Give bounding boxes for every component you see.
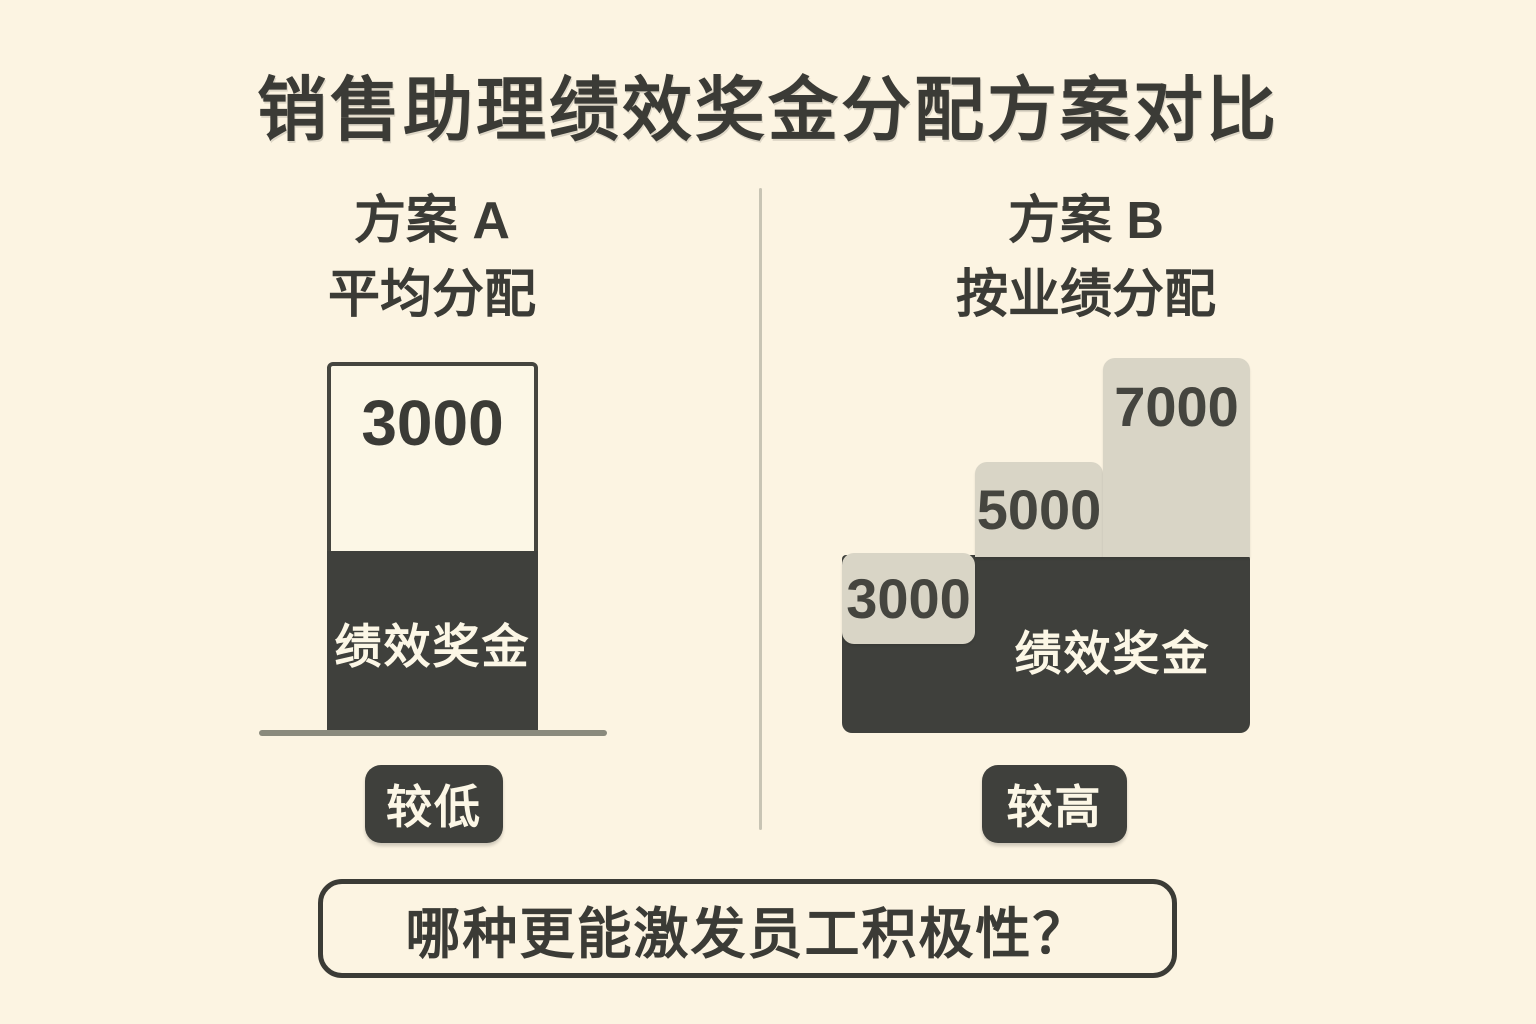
plan-b-step-1: 3000 <box>842 553 975 644</box>
plan-a-amount: 3000 <box>361 387 504 459</box>
plan-b-step-2: 5000 <box>975 462 1103 557</box>
plan-a-verdict-label: 较低 <box>386 781 482 833</box>
plan-b-method: 按业绩分配 <box>955 266 1216 324</box>
plan-b-bar-label-wrap: 绩效奖金 <box>975 615 1250 684</box>
plan-b-step-2-value: 5000 <box>976 478 1102 541</box>
vertical-divider <box>759 188 762 830</box>
plan-b-verdict-label: 较高 <box>1006 781 1103 833</box>
plan-b-step-3: 7000 <box>1103 358 1250 557</box>
plan-a-heading: 方案 A 平均分配 <box>132 184 732 332</box>
plan-a-method: 平均分配 <box>327 266 536 324</box>
plan-a-bar: 3000 绩效奖金 <box>327 362 538 733</box>
plan-b-bar-base: 绩效奖金 <box>842 555 1250 733</box>
question-text: 哪种更能激发员工积极性？ <box>405 902 1090 965</box>
plan-b-step-1-value: 3000 <box>846 567 971 630</box>
plan-b-step-3-value: 7000 <box>1114 375 1239 438</box>
plan-b-name: 方案 B <box>1007 192 1164 250</box>
page-title: 销售助理绩效奖金分配方案对比 <box>257 71 1279 149</box>
question-box: 哪种更能激发员工积极性？ <box>318 879 1177 978</box>
plan-b-staircase: 绩效奖金 3000 5000 7000 <box>842 358 1250 733</box>
plan-b-verdict-badge: 较高 <box>982 765 1127 843</box>
plan-a-bar-fill: 绩效奖金 <box>327 551 538 733</box>
plan-a-bar-label: 绩效奖金 <box>334 619 531 673</box>
plan-a-verdict-badge: 较低 <box>365 765 503 843</box>
plan-b-bar-label: 绩效奖金 <box>1014 627 1211 680</box>
plan-a-name: 方案 A <box>353 192 510 250</box>
plan-a-ground-line <box>259 730 607 736</box>
plan-b-heading: 方案 B 按业绩分配 <box>786 184 1386 332</box>
